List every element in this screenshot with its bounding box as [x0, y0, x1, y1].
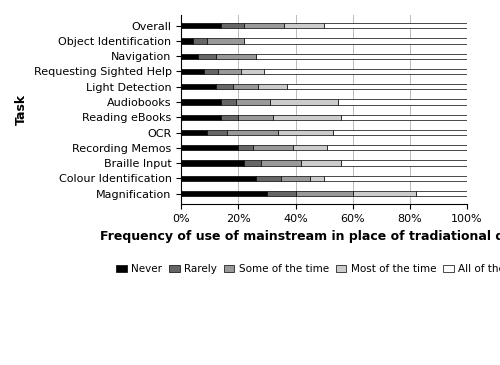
Bar [258, 84, 287, 89]
Bar [262, 161, 301, 166]
Bar [256, 176, 281, 181]
Bar [270, 99, 338, 105]
Bar [207, 38, 244, 44]
Bar [264, 69, 467, 74]
Bar [182, 115, 222, 120]
Bar [327, 145, 467, 150]
Bar [244, 38, 467, 44]
Bar [238, 145, 252, 150]
Bar [182, 191, 267, 196]
Bar [287, 84, 467, 89]
Bar [198, 54, 216, 59]
Bar [182, 54, 198, 59]
Bar [292, 145, 327, 150]
Bar [182, 161, 244, 166]
Bar [341, 115, 467, 120]
Legend: Never, Rarely, Some of the time, Most of the time, All of the time: Never, Rarely, Some of the time, Most of… [112, 260, 500, 278]
Bar [216, 84, 232, 89]
Bar [216, 54, 256, 59]
Bar [296, 191, 352, 196]
Bar [218, 69, 242, 74]
Bar [222, 99, 235, 105]
Bar [207, 130, 227, 135]
Bar [244, 23, 284, 28]
Bar [252, 145, 292, 150]
Y-axis label: Task: Task [15, 94, 28, 125]
Bar [267, 191, 296, 196]
Bar [272, 115, 341, 120]
Bar [227, 130, 278, 135]
Bar [204, 69, 218, 74]
Bar [284, 23, 324, 28]
Bar [338, 99, 467, 105]
Bar [236, 99, 270, 105]
Bar [301, 161, 341, 166]
Bar [182, 145, 238, 150]
Bar [222, 115, 238, 120]
Bar [244, 161, 262, 166]
X-axis label: Frequency of use of mainstream in place of tradiational devices: Frequency of use of mainstream in place … [100, 230, 500, 243]
Bar [182, 38, 192, 44]
Bar [256, 54, 467, 59]
Bar [278, 130, 332, 135]
Bar [192, 38, 207, 44]
Bar [238, 115, 272, 120]
Bar [332, 130, 467, 135]
Bar [242, 69, 264, 74]
Bar [222, 23, 244, 28]
Bar [310, 176, 324, 181]
Bar [416, 191, 467, 196]
Bar [182, 130, 207, 135]
Bar [182, 84, 216, 89]
Bar [341, 161, 467, 166]
Bar [182, 176, 256, 181]
Bar [324, 176, 467, 181]
Bar [182, 23, 222, 28]
Bar [182, 69, 204, 74]
Bar [324, 23, 467, 28]
Bar [182, 99, 222, 105]
Bar [352, 191, 416, 196]
Bar [282, 176, 310, 181]
Bar [232, 84, 258, 89]
